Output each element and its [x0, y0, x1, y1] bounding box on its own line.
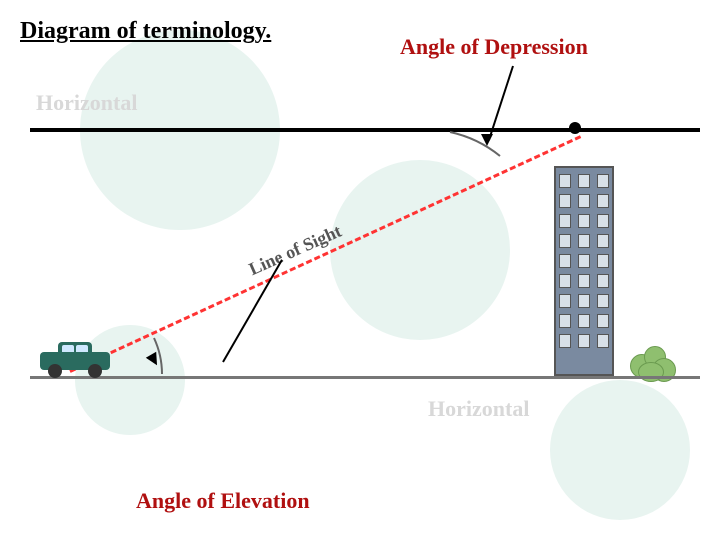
- horizontal-bottom-label: Horizontal: [428, 396, 529, 422]
- arc-elevation: [76, 300, 236, 390]
- diagram-title: Diagram of terminology.: [20, 18, 271, 45]
- bg-circle: [330, 160, 510, 340]
- bg-circle: [550, 380, 690, 520]
- arrow-depression-head: [481, 134, 493, 146]
- top-horizontal-line: [30, 128, 700, 132]
- angle-of-depression-label: Angle of Depression: [400, 34, 588, 60]
- angle-of-elevation-label: Angle of Elevation: [136, 488, 310, 514]
- horizontal-top-label: Horizontal: [36, 90, 137, 116]
- building: [554, 166, 614, 376]
